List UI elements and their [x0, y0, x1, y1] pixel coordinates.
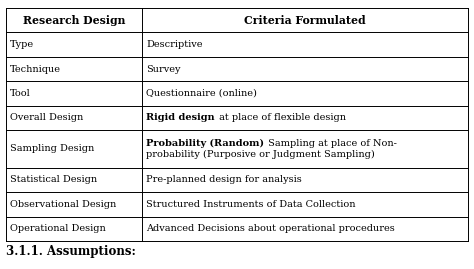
Text: Survey: Survey — [146, 65, 181, 73]
Text: Observational Design: Observational Design — [10, 200, 116, 209]
Text: Overall Design: Overall Design — [10, 113, 83, 122]
Text: Structured Instruments of Data Collection: Structured Instruments of Data Collectio… — [146, 200, 356, 209]
Text: 3.1.1. Assumptions:: 3.1.1. Assumptions: — [6, 245, 136, 258]
Text: Rigid design: Rigid design — [146, 113, 215, 122]
Text: Operational Design: Operational Design — [10, 224, 106, 233]
Text: at place of flexible design: at place of flexible design — [216, 113, 346, 122]
Text: Pre-planned design for analysis: Pre-planned design for analysis — [146, 175, 302, 185]
Text: Sampling Design: Sampling Design — [10, 144, 94, 153]
Text: Research Design: Research Design — [23, 15, 125, 26]
Text: Probability (Random): Probability (Random) — [146, 139, 264, 148]
Text: Type: Type — [10, 40, 34, 49]
Text: Advanced Decisions about operational procedures: Advanced Decisions about operational pro… — [146, 224, 395, 233]
Text: Criteria Formulated: Criteria Formulated — [244, 15, 366, 26]
Text: Statistical Design: Statistical Design — [10, 175, 97, 185]
Text: Questionnaire (online): Questionnaire (online) — [146, 89, 257, 98]
Text: Tool: Tool — [10, 89, 31, 98]
Text: Descriptive: Descriptive — [146, 40, 203, 49]
Text: probability (Purposive or Judgment Sampling): probability (Purposive or Judgment Sampl… — [146, 150, 375, 158]
Text: Technique: Technique — [10, 65, 61, 73]
Text: Sampling at place of Non-: Sampling at place of Non- — [265, 139, 397, 148]
